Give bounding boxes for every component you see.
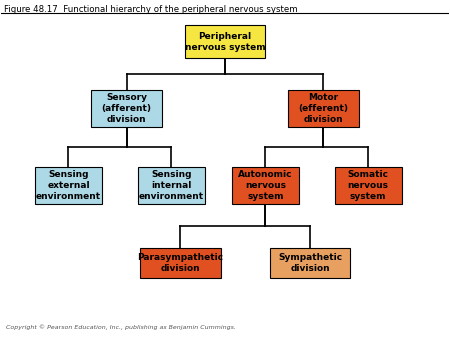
FancyBboxPatch shape — [288, 90, 359, 127]
FancyBboxPatch shape — [138, 167, 205, 204]
Text: Autonomic
nervous
system: Autonomic nervous system — [238, 170, 292, 201]
Text: Sensing
external
environment: Sensing external environment — [36, 170, 101, 201]
FancyBboxPatch shape — [91, 90, 162, 127]
Text: Motor
(efferent)
division: Motor (efferent) division — [298, 93, 348, 124]
FancyBboxPatch shape — [334, 167, 402, 204]
Text: Peripheral
nervous system: Peripheral nervous system — [184, 31, 266, 52]
Text: Somatic
nervous
system: Somatic nervous system — [347, 170, 389, 201]
FancyBboxPatch shape — [270, 248, 350, 278]
Text: Copyright © Pearson Education, Inc., publishing as Benjamin Cummings.: Copyright © Pearson Education, Inc., pub… — [6, 324, 236, 330]
Text: Sympathetic
division: Sympathetic division — [278, 253, 342, 273]
FancyBboxPatch shape — [140, 248, 220, 278]
FancyBboxPatch shape — [35, 167, 102, 204]
Text: Sensing
internal
environment: Sensing internal environment — [139, 170, 204, 201]
FancyBboxPatch shape — [185, 25, 265, 58]
Text: Sensory
(afferent)
division: Sensory (afferent) division — [102, 93, 152, 124]
Text: Figure 48.17  Functional hierarchy of the peripheral nervous system: Figure 48.17 Functional hierarchy of the… — [4, 5, 298, 14]
Text: Parasympathetic
division: Parasympathetic division — [137, 253, 223, 273]
FancyBboxPatch shape — [232, 167, 299, 204]
